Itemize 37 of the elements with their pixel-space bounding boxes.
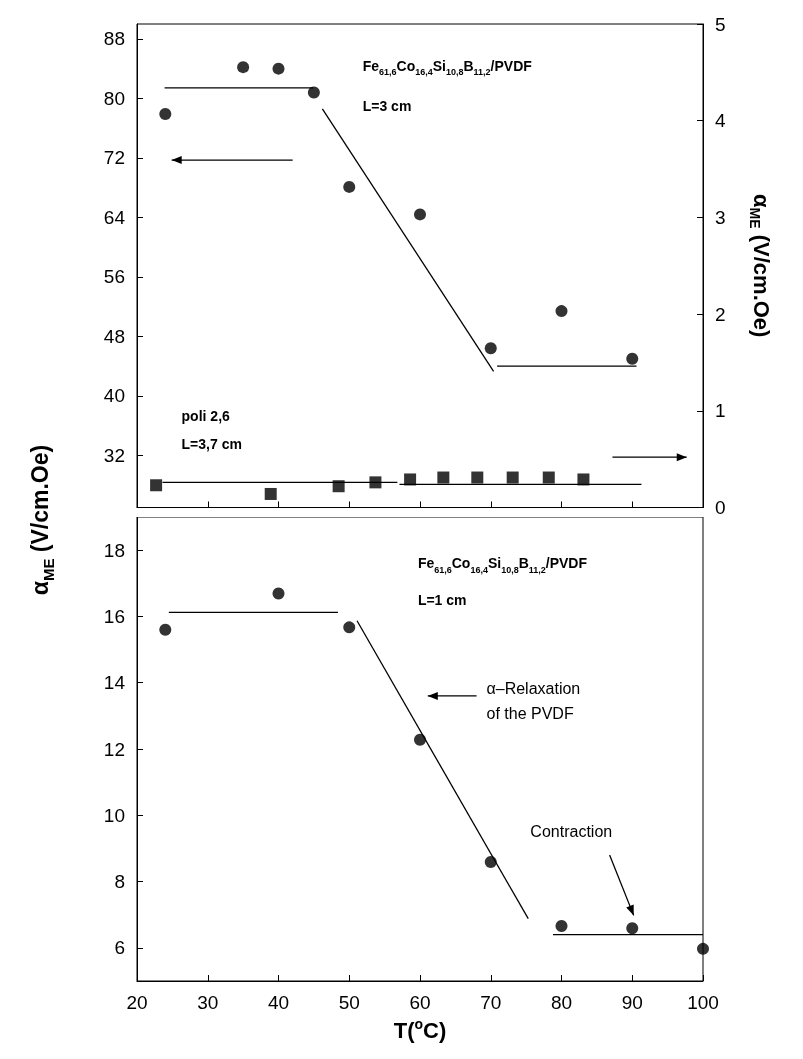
y-tick-label: 6 <box>114 937 125 959</box>
x-tick-label: 90 <box>621 992 643 1013</box>
y2-tick-label: 4 <box>715 110 726 132</box>
x-tick-label: 50 <box>338 992 360 1013</box>
annotation: Contraction <box>530 823 613 841</box>
y-tick-label: 80 <box>103 87 125 109</box>
y2-tick-label: 0 <box>715 497 726 518</box>
y2-tick-label: 1 <box>715 400 726 422</box>
y2-tick-label: 2 <box>715 303 726 325</box>
y-tick-label: 18 <box>103 539 125 561</box>
annotation: α–Relaxation of the PVDF <box>486 679 581 723</box>
y2-axis-title: αME (V/cm.Oe) <box>747 194 774 338</box>
y-tick-label: 16 <box>103 605 125 627</box>
x-tick-label: 30 <box>197 992 219 1013</box>
y-tick-label: 72 <box>103 147 125 169</box>
x-tick-label: 40 <box>267 992 290 1013</box>
annotation: L=1 cm <box>417 592 467 609</box>
x-tick-label: 80 <box>550 992 573 1013</box>
annotation: poli 2,6 <box>181 408 231 425</box>
y-tick-label: 56 <box>103 266 125 288</box>
y2-tick-label: 3 <box>715 206 726 228</box>
y-tick-label: 12 <box>103 738 125 760</box>
y-tick-label: 32 <box>103 444 125 466</box>
y-tick-label: 8 <box>114 871 125 893</box>
y-tick-label: 10 <box>103 804 125 826</box>
y-tick-label: 64 <box>103 206 126 228</box>
y-tick-label: 14 <box>103 672 126 694</box>
y-tick-label: 48 <box>103 325 125 347</box>
y2-tick-label: 5 <box>715 13 726 35</box>
x-tick-label: 60 <box>409 992 431 1013</box>
y-tick-label: 88 <box>103 28 125 50</box>
x-tick-label: 20 <box>126 992 148 1013</box>
annotation: L=3,7 cm <box>181 435 242 452</box>
x-tick-label: 100 <box>687 992 719 1013</box>
annotation: L=3 cm <box>362 97 412 114</box>
y-tick-label: 40 <box>103 385 125 407</box>
x-tick-label: 70 <box>480 992 502 1013</box>
